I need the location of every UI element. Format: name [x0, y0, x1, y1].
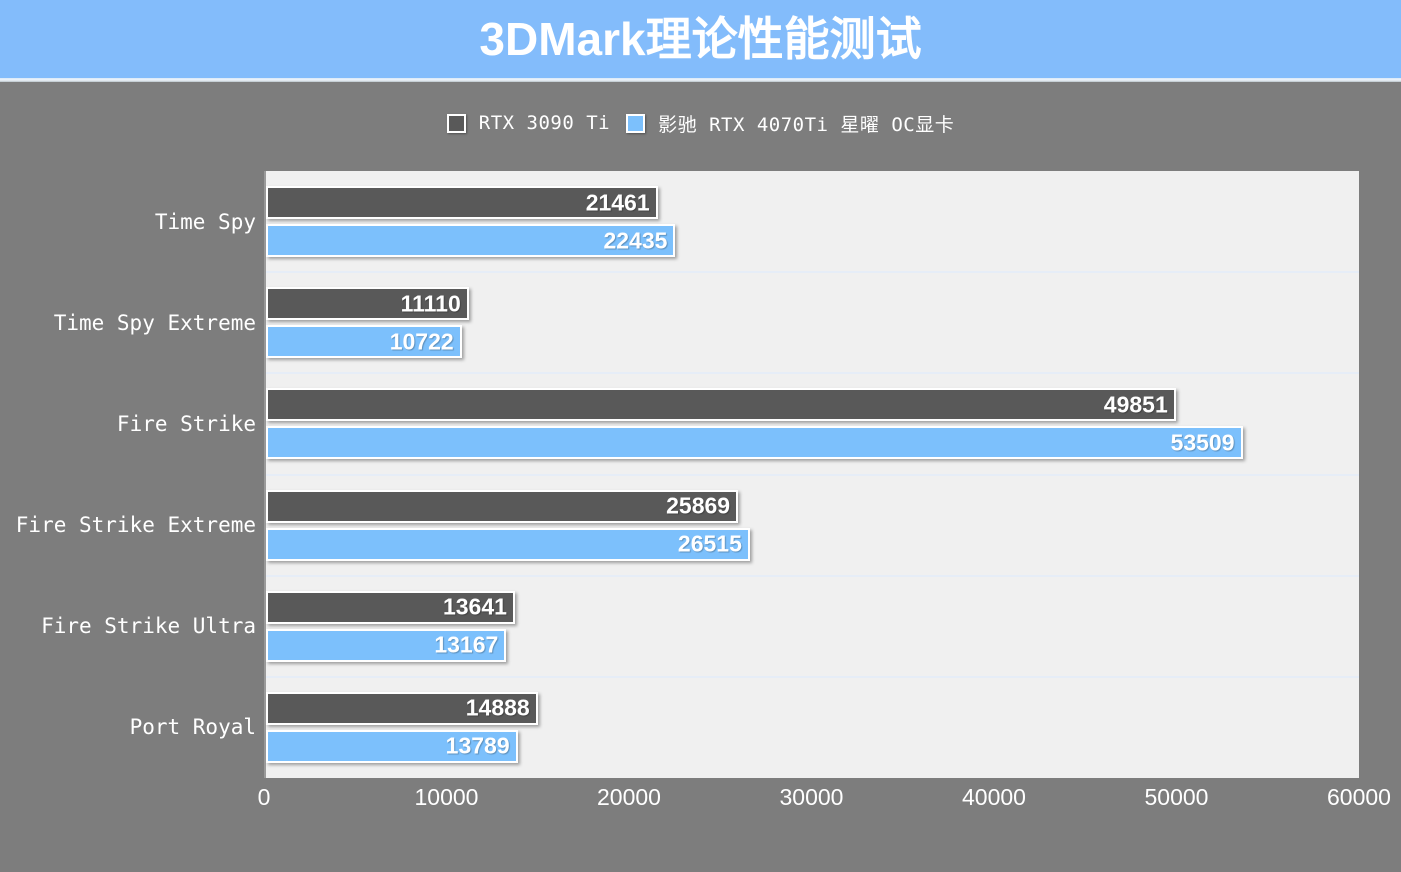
bar-value-label: 14888: [465, 694, 530, 721]
bar-fire-strike-ultra-series-0: 13641: [266, 590, 515, 624]
gridline: [266, 675, 1359, 678]
bar-group: 25869 26515: [266, 489, 1359, 561]
bar-time-spy-series-0: 21461: [266, 186, 658, 220]
bar-value-label: 13641: [442, 593, 507, 620]
gridline: [266, 271, 1359, 274]
bar-value-label: 10722: [389, 328, 454, 355]
bar-value-label: 26515: [677, 530, 742, 557]
x-axis-tick-2: 20000: [597, 784, 661, 810]
y-axis-label-3: Fire Strike Extreme: [15, 513, 256, 538]
header-divider: [0, 78, 1401, 82]
bar-group: 21461 22435: [266, 186, 1359, 258]
bar-time-spy-extreme-series-0: 11110: [266, 287, 469, 321]
bar-fire-strike-series-1: 53509: [266, 426, 1243, 460]
x-axis: 0 10000 20000 30000 40000 50000 60000: [258, 778, 1391, 818]
bar-fire-strike-extreme-series-0: 25869: [266, 489, 739, 523]
bar-group: 13641 13167: [266, 590, 1359, 662]
x-axis-tick-5: 50000: [1144, 784, 1209, 810]
bar-group: 14888 13789: [266, 691, 1359, 763]
bar-port-royal-series-0: 14888: [266, 691, 538, 725]
legend-item-1: 影驰 RTX 4070Ti 星曜 OC显卡: [626, 110, 954, 137]
bar-fire-strike-extreme-series-1: 26515: [266, 527, 750, 561]
bar-time-spy-extreme-series-1: 10722: [266, 325, 462, 359]
plot-area: 21461 22435 11110 10722 49851 53509 25869 26515…: [264, 171, 1359, 778]
x-axis-tick-0: 0: [257, 784, 271, 810]
page-title: 3DMark理论性能测试: [479, 13, 922, 65]
y-axis-label-4: Fire Strike Ultra: [41, 614, 256, 639]
bar-value-label: 21461: [585, 189, 650, 216]
legend-item-label: RTX 3090 Ti: [478, 112, 611, 134]
bar-group: 49851 53509: [266, 388, 1359, 460]
y-axis-label-5: Port Royal: [129, 715, 256, 740]
y-axis-label-1: Time Spy Extreme: [53, 310, 256, 335]
header-banner: 3DMark理论性能测试: [0, 0, 1401, 78]
y-axis-label-0: Time Spy: [154, 209, 256, 234]
legend-swatch-icon: [446, 113, 466, 133]
bar-group: 11110 10722: [266, 287, 1359, 359]
bar-time-spy-series-1: 22435: [266, 224, 676, 258]
legend-item-label: 影驰 RTX 4070Ti 星曜 OC显卡: [658, 113, 955, 136]
x-axis-tick-1: 10000: [414, 784, 479, 810]
gridline: [266, 473, 1359, 476]
x-axis-tick-3: 30000: [779, 784, 844, 810]
x-axis-tick-4: 40000: [962, 784, 1026, 810]
bar-port-royal-series-1: 13789: [266, 729, 518, 763]
bar-value-label: 53509: [1170, 429, 1235, 456]
y-axis-label-2: Fire Strike: [116, 411, 256, 436]
bar-value-label: 22435: [603, 227, 668, 254]
bar-value-label: 11110: [400, 290, 461, 317]
chart-legend: RTX 3090 Ti 影驰 RTX 4070Ti 星曜 OC显卡: [0, 105, 1401, 141]
bar-value-label: 25869: [666, 492, 731, 519]
gridline: [266, 574, 1359, 577]
bar-value-label: 49851: [1103, 391, 1168, 418]
bar-value-label: 13789: [445, 732, 510, 759]
x-axis-tick-6: 60000: [1327, 784, 1391, 810]
legend-item-0: RTX 3090 Ti: [446, 112, 611, 134]
bar-value-label: 13167: [434, 631, 499, 658]
legend-swatch-icon: [626, 113, 646, 133]
bar-fire-strike-series-0: 49851: [266, 388, 1176, 422]
bar-fire-strike-ultra-series-1: 13167: [266, 628, 507, 662]
gridline: [266, 372, 1359, 375]
